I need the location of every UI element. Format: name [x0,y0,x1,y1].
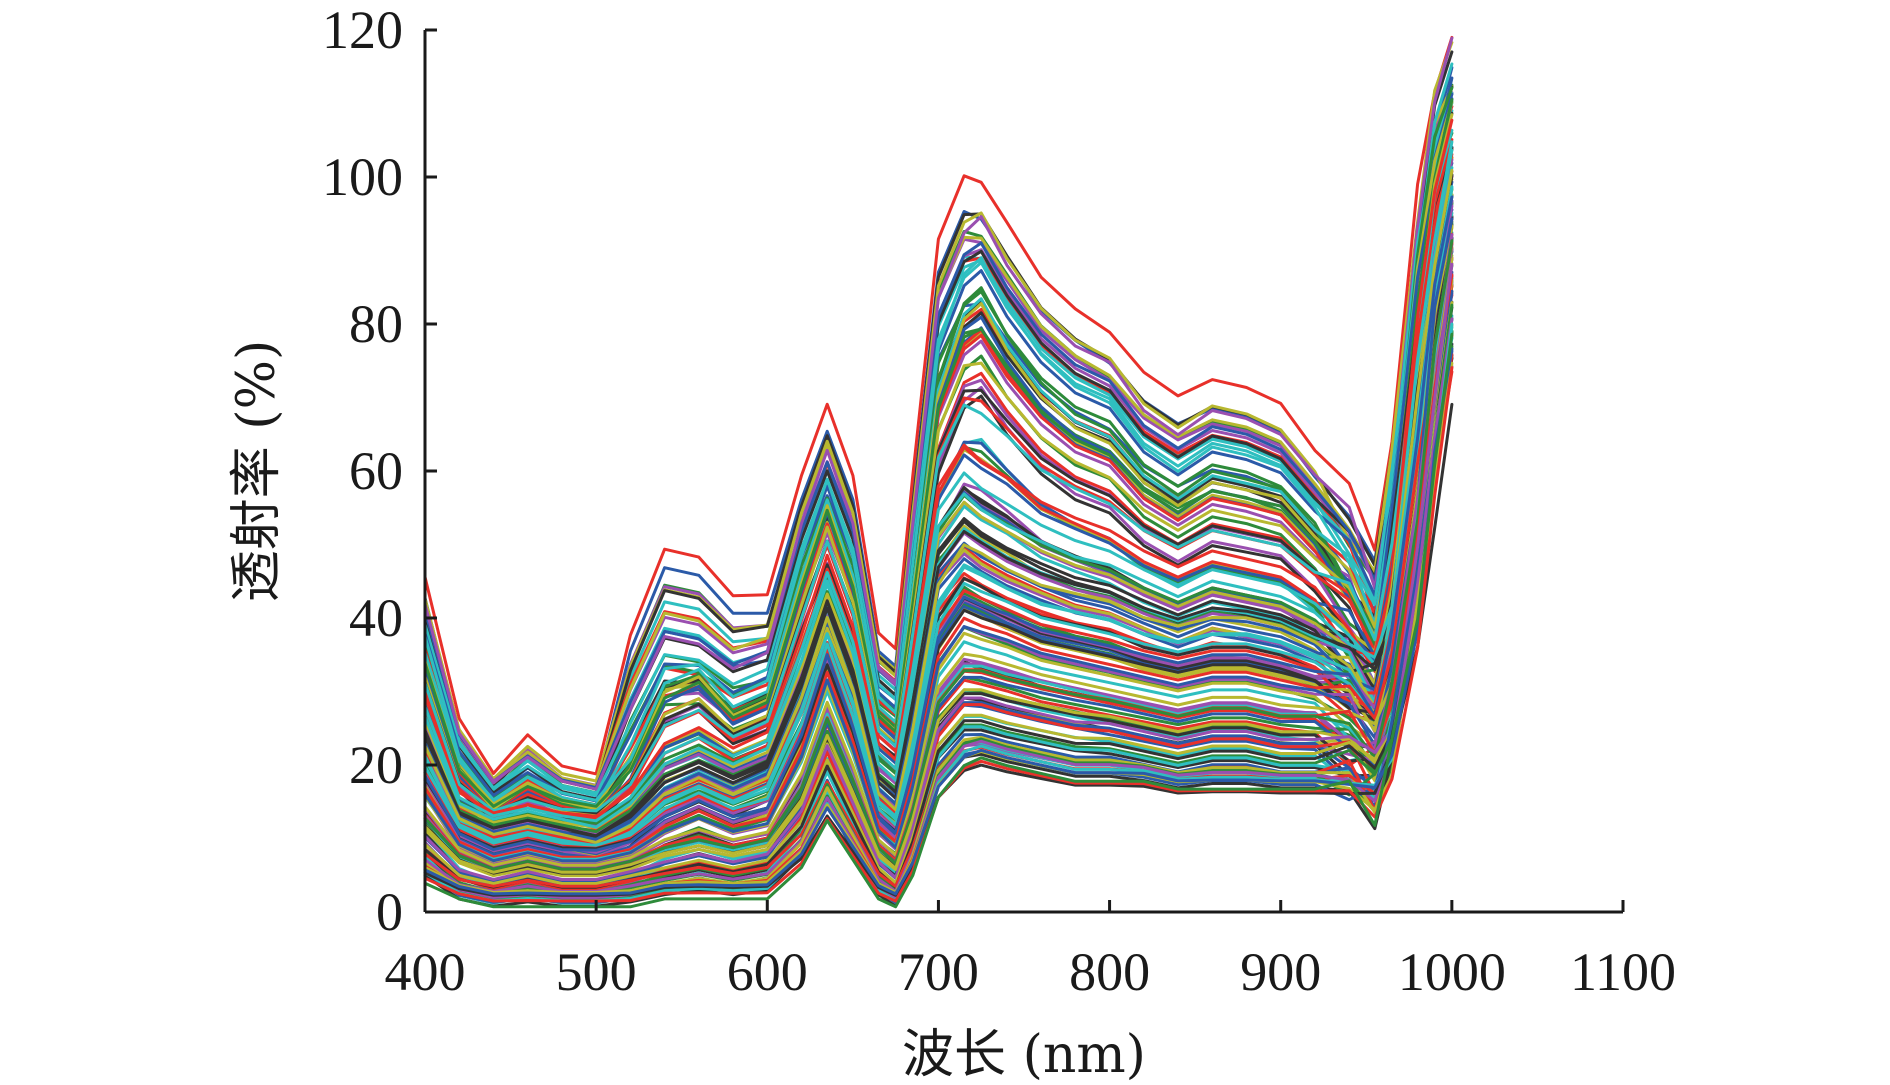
spectrum-line [423,185,1454,848]
spectrum-line [423,217,1454,863]
y-axis-title: 透射率 (%) [227,340,287,603]
spectrum-line [423,35,1454,776]
spectrum-line [423,332,1454,909]
x-axis-title: 波长 (nm) [902,1025,1146,1085]
y-tick-label: 80 [349,294,403,354]
spectrum-line [423,41,1454,788]
spectrum-line [423,257,1454,867]
spectrum-line [423,76,1454,790]
spectral-curves [423,35,1454,909]
spectrum-line [423,239,1454,871]
spectrum-line [423,289,1454,883]
spectrum-line [423,262,1454,881]
spectrum-line [423,173,1454,838]
x-tick-label: 400 [385,942,466,1002]
y-tick-label: 120 [322,0,403,60]
spectrum-line [423,86,1454,813]
x-tick-label: 700 [898,942,979,1002]
spectrum-line [423,99,1454,802]
spectrum-line [423,128,1454,813]
y-tick-label: 0 [376,882,403,942]
spectrum-line [423,118,1454,818]
spectrum-line [423,98,1454,808]
spectrum-line [423,186,1454,847]
x-tick-label: 1100 [1570,942,1676,1002]
spectrum-line [423,301,1454,885]
x-tick-label: 1000 [1398,942,1506,1002]
y-tick-label: 100 [322,147,403,207]
spectrum-line [423,148,1454,823]
y-ticks: 0 20 40 60 80 100 120 [322,0,437,942]
x-tick-label: 900 [1240,942,1321,1002]
spectrum-line [423,62,1454,807]
spectrum-line [423,138,1454,820]
y-tick-label: 40 [349,588,403,648]
spectrum-line [423,274,1454,860]
spectrum-line [423,347,1454,896]
spectrum-line [423,278,1454,874]
x-tick-label: 600 [727,942,808,1002]
spectrum-line [423,195,1454,852]
x-ticks: 400 500 600 700 800 900 1000 1100 [385,900,1676,1002]
x-tick-label: 500 [556,942,637,1002]
spectrum-line [423,232,1454,859]
y-tick-label: 20 [349,735,403,795]
spectrum-line [423,36,1454,791]
y-tick-label: 60 [349,441,403,501]
x-tick-label: 800 [1069,942,1150,1002]
spectrum-line [423,250,1454,841]
spectrum-line [423,168,1454,844]
spectrum-line [423,140,1454,829]
